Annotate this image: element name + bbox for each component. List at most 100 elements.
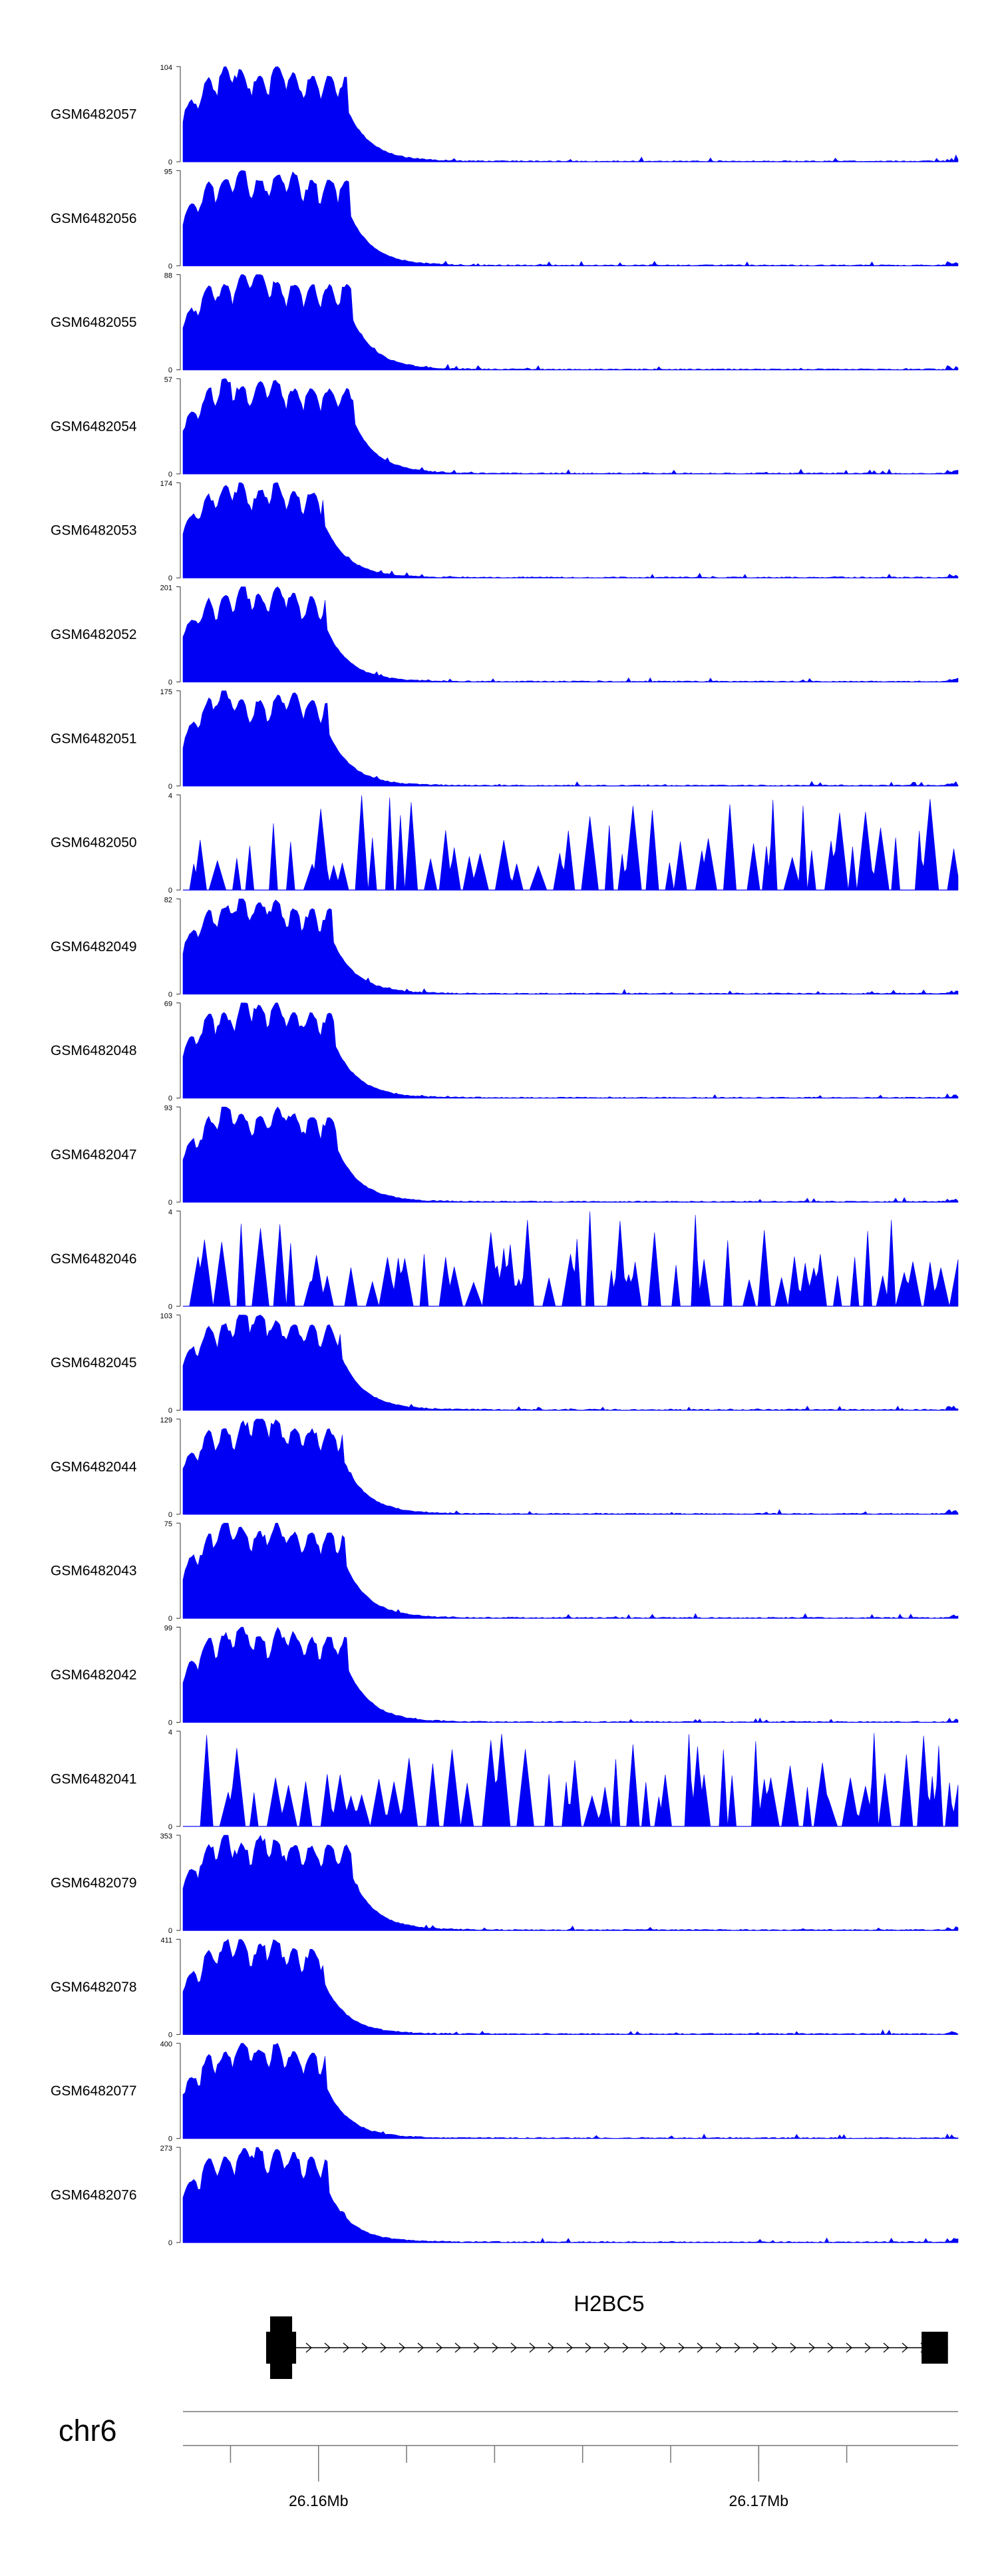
y-min-label: 0 bbox=[168, 262, 172, 270]
coverage-area bbox=[183, 1733, 959, 1827]
y-min-label: 0 bbox=[168, 1511, 172, 1519]
y-min-label: 0 bbox=[168, 1615, 172, 1623]
coverage-area bbox=[182, 274, 959, 370]
strand-arrow bbox=[361, 2342, 368, 2353]
track-label: GSM6482045 bbox=[51, 1355, 137, 1371]
coverage-area bbox=[182, 1315, 959, 1410]
coverage-area bbox=[182, 1938, 959, 2035]
coverage-area bbox=[182, 1106, 959, 1203]
track-GSM6482056: GSM6482056 95 0 bbox=[51, 168, 959, 270]
track-label: GSM6482079 bbox=[51, 1876, 137, 1891]
y-max-label: 95 bbox=[164, 168, 172, 176]
axis-tick-label: 26.17Mb bbox=[729, 2492, 789, 2509]
track-label: GSM6482049 bbox=[51, 939, 137, 955]
strand-arrow bbox=[715, 2342, 722, 2353]
track-GSM6482050: GSM6482050 4 0 bbox=[51, 792, 959, 895]
y-max-label: 82 bbox=[164, 896, 172, 904]
track-GSM6482052: GSM6482052 201 0 bbox=[51, 584, 959, 687]
track-GSM6482054: GSM6482054 57 0 bbox=[51, 376, 959, 479]
strand-arrow bbox=[585, 2342, 591, 2353]
genome-axis: chr6 26.16Mb 26.17Mb bbox=[59, 2411, 958, 2509]
coverage-area bbox=[182, 1522, 959, 1619]
y-max-label: 273 bbox=[160, 2145, 172, 2153]
strand-arrow bbox=[305, 2342, 312, 2353]
strand-arrow bbox=[752, 2342, 759, 2353]
strand-arrow bbox=[659, 2342, 666, 2353]
track-label: GSM6482042 bbox=[51, 1667, 137, 1683]
track-label: GSM6482053 bbox=[51, 523, 137, 538]
track-label: GSM6482048 bbox=[51, 1043, 137, 1058]
exon-block bbox=[265, 2332, 297, 2364]
track-label: GSM6482050 bbox=[51, 835, 137, 851]
y-min-label: 0 bbox=[168, 1095, 172, 1103]
track-GSM6482044: GSM6482044 129 0 bbox=[51, 1416, 959, 1519]
coverage-area bbox=[182, 482, 959, 578]
track-label: GSM6482076 bbox=[51, 2188, 137, 2203]
y-min-label: 0 bbox=[168, 679, 172, 687]
y-max-label: 4 bbox=[168, 792, 172, 800]
track-GSM6482043: GSM6482043 75 0 bbox=[51, 1520, 959, 1623]
coverage-area bbox=[182, 1627, 959, 1723]
track-GSM6482051: GSM6482051 175 0 bbox=[51, 688, 959, 791]
coverage-area bbox=[182, 2043, 959, 2139]
coverage-area bbox=[182, 2147, 959, 2243]
strand-arrow bbox=[771, 2342, 778, 2353]
y-max-label: 57 bbox=[164, 376, 172, 384]
y-max-label: 88 bbox=[164, 272, 172, 280]
y-max-label: 104 bbox=[160, 64, 172, 72]
strand-arrow bbox=[566, 2342, 573, 2353]
y-min-label: 0 bbox=[168, 574, 172, 582]
strand-arrow bbox=[510, 2342, 517, 2353]
track-label: GSM6482043 bbox=[51, 1564, 137, 1579]
y-max-label: 103 bbox=[160, 1313, 172, 1321]
track-GSM6482046: GSM6482046 4 0 bbox=[51, 1208, 959, 1311]
coverage-area bbox=[182, 170, 959, 266]
axis-tick-label: 26.16Mb bbox=[289, 2492, 349, 2509]
y-min-label: 0 bbox=[168, 471, 172, 479]
y-min-label: 0 bbox=[168, 783, 172, 791]
track-GSM6482077: GSM6482077 400 0 bbox=[51, 2041, 959, 2143]
coverage-area bbox=[183, 1211, 959, 1307]
y-min-label: 0 bbox=[168, 158, 172, 166]
y-min-label: 0 bbox=[168, 1719, 172, 1727]
track-GSM6482055: GSM6482055 88 0 bbox=[51, 272, 959, 375]
track-GSM6482048: GSM6482048 69 0 bbox=[51, 1000, 959, 1103]
y-min-label: 0 bbox=[168, 1199, 172, 1207]
strand-arrow bbox=[622, 2342, 629, 2353]
track-label: GSM6482044 bbox=[51, 1459, 137, 1474]
coverage-area bbox=[182, 66, 959, 162]
chromosome-label: chr6 bbox=[59, 2414, 117, 2448]
strand-arrow bbox=[846, 2342, 852, 2353]
strand-arrow bbox=[436, 2342, 442, 2353]
strand-arrow bbox=[641, 2342, 647, 2353]
track-GSM6482079: GSM6482079 353 0 bbox=[51, 1832, 959, 1935]
gene-name-label: H2BC5 bbox=[574, 2291, 644, 2316]
strand-arrow bbox=[417, 2342, 424, 2353]
coverage-area bbox=[182, 690, 959, 787]
y-min-label: 0 bbox=[168, 1927, 172, 1935]
coverage-area bbox=[182, 1834, 959, 1931]
coverage-area bbox=[182, 378, 959, 475]
y-max-label: 4 bbox=[168, 1729, 172, 1737]
track-GSM6482041: GSM6482041 4 0 bbox=[51, 1729, 959, 1831]
track-label: GSM6482047 bbox=[51, 1148, 137, 1163]
strand-arrow bbox=[902, 2342, 908, 2353]
strand-arrow bbox=[808, 2342, 815, 2353]
strand-arrow bbox=[697, 2342, 703, 2353]
track-GSM6482049: GSM6482049 82 0 bbox=[51, 896, 959, 998]
track-label: GSM6482051 bbox=[51, 731, 137, 746]
y-min-label: 0 bbox=[168, 2031, 172, 2039]
track-GSM6482078: GSM6482078 411 0 bbox=[51, 1936, 959, 2039]
strand-arrow bbox=[734, 2342, 741, 2353]
track-GSM6482053: GSM6482053 174 0 bbox=[51, 480, 959, 582]
strand-arrow bbox=[548, 2342, 554, 2353]
y-max-label: 99 bbox=[164, 1625, 172, 1633]
strand-arrow bbox=[343, 2342, 349, 2353]
strand-arrow bbox=[603, 2342, 610, 2353]
y-max-label: 4 bbox=[168, 1208, 172, 1216]
strand-arrow bbox=[827, 2342, 834, 2353]
y-min-label: 0 bbox=[168, 887, 172, 895]
coverage-area bbox=[182, 1002, 959, 1099]
y-min-label: 0 bbox=[168, 1407, 172, 1415]
